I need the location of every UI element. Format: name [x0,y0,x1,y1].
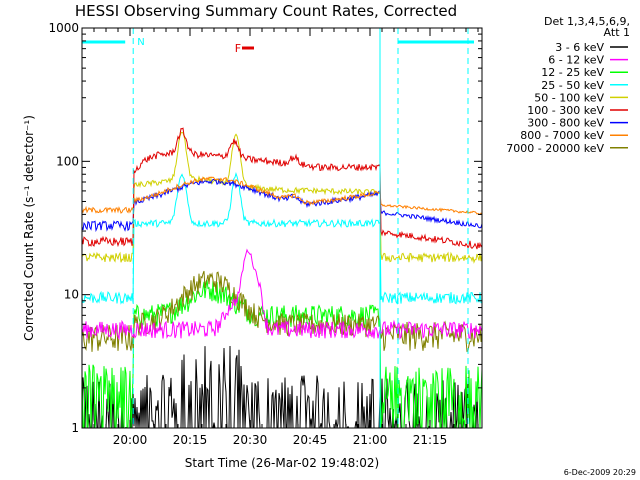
x-tick-label-1: 20:15 [173,433,208,447]
y-axis-label: Corrected Count Rate (s⁻¹ detector⁻¹) [22,115,36,341]
legend-label-4: 50 - 100 keV [534,91,604,104]
legend-header-1: Att 1 [604,26,630,39]
series-line-7 [81,176,483,216]
flag-label-f: F [235,42,241,55]
series-line-5 [81,127,483,250]
series-line-1 [81,248,483,341]
axes: 20:00 20:15 20:30 20:45 21:00 21:15 1 10 100 1000 [48,21,482,447]
legend-label-8: 7000 - 20000 keV [506,142,604,155]
legend-label-6: 300 - 800 keV [527,117,604,130]
legend-label-2: 12 - 25 keV [541,66,604,79]
x-tick-label-3: 20:45 [293,433,328,447]
y-tick-label-3: 1000 [48,21,79,35]
legend-label-1: 6 - 12 keV [548,54,604,67]
series-line-4 [81,131,483,264]
chart-title: HESSI Observing Summary Count Rates, Cor… [75,2,457,20]
legend-label-5: 100 - 300 keV [527,104,604,117]
y-tick-label-0: 1 [71,421,79,435]
legend-label-0: 3 - 6 keV [555,41,604,54]
legend-header-0: Det 1,3,4,5,6,9, [544,15,630,28]
x-tick-label-4: 21:00 [353,433,388,447]
series-line-3 [81,172,483,305]
x-tick-label-5: 21:15 [413,433,448,447]
legend-label-7: 800 - 7000 keV [520,129,604,142]
x-axis-label: Start Time (26-Mar-02 19:48:02) [185,456,379,470]
y-tick-label-2: 100 [56,154,79,168]
legend-label-3: 25 - 50 keV [541,79,604,92]
flag-label-n: N [137,37,144,48]
x-tick-label-2: 20:30 [233,433,268,447]
y-tick-label-1: 10 [64,288,79,302]
timestamp: 6-Dec-2009 20:29 [564,468,636,477]
series-line-2 [81,280,483,429]
plot-frame [81,27,483,429]
x-tick-label-0: 20:00 [113,433,148,447]
